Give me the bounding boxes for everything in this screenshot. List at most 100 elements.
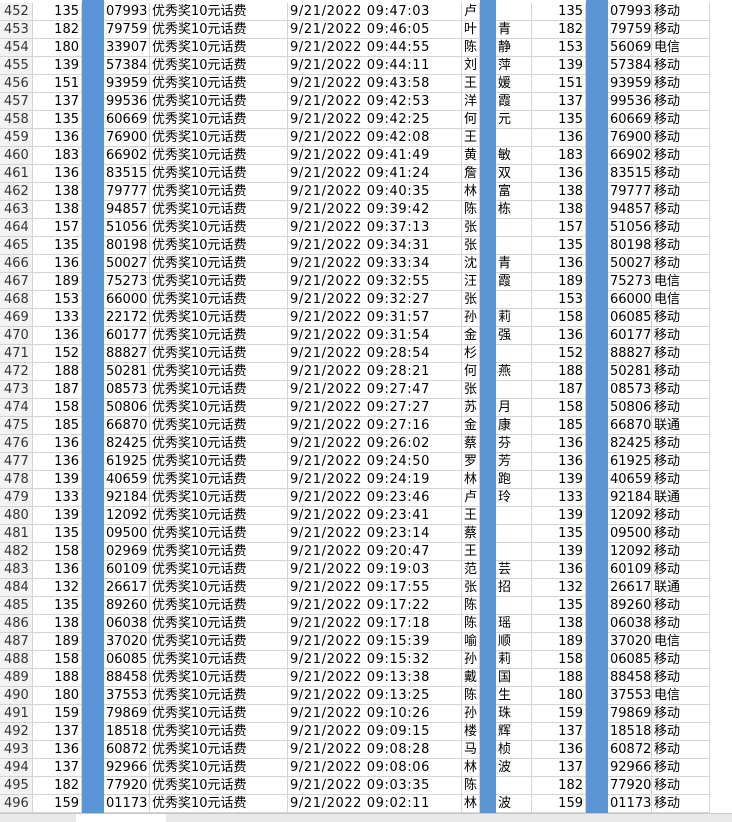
cell[interactable]: 王 — [462, 75, 480, 93]
cell[interactable]: 92184 — [608, 489, 652, 507]
cell[interactable]: 优秀奖10元话费 — [150, 147, 288, 165]
cell[interactable]: 蔡 — [462, 525, 480, 543]
cell[interactable]: 83515 — [104, 165, 150, 183]
cell[interactable]: 138 — [33, 201, 82, 219]
cell[interactable]: 月 — [496, 399, 532, 417]
cell[interactable]: 135 — [33, 525, 82, 543]
cell[interactable]: 66870 — [104, 417, 150, 435]
cell[interactable]: 137 — [532, 723, 586, 741]
cell[interactable]: 移动 — [652, 93, 710, 111]
cell[interactable]: 移动 — [652, 471, 710, 489]
cell[interactable]: 9/21/2022 09:40:35 — [288, 183, 462, 201]
cell[interactable]: 优秀奖10元话费 — [150, 597, 288, 615]
cell[interactable]: 158 — [532, 399, 586, 417]
cell[interactable]: 182 — [33, 21, 82, 39]
cell[interactable]: 07993 — [608, 3, 652, 21]
cell[interactable]: 优秀奖10元话费 — [150, 255, 288, 273]
cell[interactable]: 9/21/2022 09:47:03 — [288, 3, 462, 21]
row-header[interactable]: 460 — [0, 147, 33, 165]
cell[interactable]: 移动 — [652, 381, 710, 399]
cell[interactable]: 范 — [462, 561, 480, 579]
cell[interactable]: 刘 — [462, 57, 480, 75]
row-header[interactable]: 488 — [0, 651, 33, 669]
cell[interactable]: 詹 — [462, 165, 480, 183]
cell[interactable]: 张 — [462, 237, 480, 255]
row-header[interactable]: 466 — [0, 255, 33, 273]
cell[interactable]: 180 — [33, 687, 82, 705]
cell[interactable]: 136 — [532, 435, 586, 453]
cell[interactable]: 优秀奖10元话费 — [150, 363, 288, 381]
cell[interactable]: 优秀奖10元话费 — [150, 795, 288, 813]
cell[interactable]: 189 — [532, 633, 586, 651]
cell[interactable]: 电信 — [652, 687, 710, 705]
cell[interactable]: 陈 — [462, 597, 480, 615]
cell[interactable]: 12092 — [608, 543, 652, 561]
cell[interactable]: 萍 — [496, 57, 532, 75]
row-header[interactable]: 452 — [0, 3, 33, 21]
cell[interactable]: 26617 — [608, 579, 652, 597]
cell[interactable]: 移动 — [652, 165, 710, 183]
cell[interactable]: 移动 — [652, 255, 710, 273]
row-header[interactable]: 462 — [0, 183, 33, 201]
cell[interactable]: 9/21/2022 09:41:49 — [288, 147, 462, 165]
cell[interactable]: 60109 — [104, 561, 150, 579]
row-header[interactable]: 465 — [0, 237, 33, 255]
cell[interactable]: 151 — [532, 75, 586, 93]
cell[interactable]: 移动 — [652, 453, 710, 471]
row-header[interactable]: 475 — [0, 417, 33, 435]
cell[interactable]: 180 — [33, 39, 82, 57]
cell[interactable]: 优秀奖10元话费 — [150, 237, 288, 255]
cell[interactable]: 9/21/2022 09:39:42 — [288, 201, 462, 219]
cell[interactable]: 187 — [33, 381, 82, 399]
cell[interactable]: 孙 — [462, 651, 480, 669]
cell[interactable]: 183 — [532, 147, 586, 165]
cell[interactable]: 02969 — [104, 543, 150, 561]
row-header[interactable]: 496 — [0, 795, 33, 813]
cell[interactable]: 9/21/2022 09:08:06 — [288, 759, 462, 777]
cell[interactable]: 51056 — [608, 219, 652, 237]
cell[interactable]: 60669 — [104, 111, 150, 129]
cell[interactable]: 优秀奖10元话费 — [150, 111, 288, 129]
cell[interactable]: 优秀奖10元话费 — [150, 273, 288, 291]
cell[interactable]: 89260 — [104, 597, 150, 615]
cell[interactable]: 优秀奖10元话费 — [150, 543, 288, 561]
cell[interactable]: 01173 — [104, 795, 150, 813]
row-header[interactable]: 490 — [0, 687, 33, 705]
cell[interactable]: 移动 — [652, 507, 710, 525]
cell[interactable]: 132 — [532, 579, 586, 597]
cell[interactable]: 金 — [462, 417, 480, 435]
cell[interactable]: 137 — [532, 759, 586, 777]
cell[interactable]: 杉 — [462, 345, 480, 363]
cell[interactable]: 林 — [462, 759, 480, 777]
cell[interactable]: 56069 — [608, 39, 652, 57]
cell[interactable]: 06085 — [608, 309, 652, 327]
cell[interactable]: 9/21/2022 09:42:53 — [288, 93, 462, 111]
cell[interactable]: 60177 — [608, 327, 652, 345]
cell[interactable]: 优秀奖10元话费 — [150, 327, 288, 345]
cell[interactable]: 50281 — [104, 363, 150, 381]
cell[interactable]: 136 — [33, 165, 82, 183]
cell[interactable]: 9/21/2022 09:09:15 — [288, 723, 462, 741]
row-header[interactable]: 458 — [0, 111, 33, 129]
cell[interactable]: 139 — [532, 471, 586, 489]
cell[interactable]: 移动 — [652, 435, 710, 453]
cell[interactable]: 优秀奖10元话费 — [150, 39, 288, 57]
cell[interactable]: 移动 — [652, 147, 710, 165]
cell[interactable]: 01173 — [608, 795, 652, 813]
cell[interactable]: 188 — [33, 363, 82, 381]
cell[interactable]: 136 — [33, 435, 82, 453]
cell[interactable]: 75273 — [104, 273, 150, 291]
cell[interactable]: 9/21/2022 09:23:14 — [288, 525, 462, 543]
cell[interactable]: 139 — [532, 57, 586, 75]
cell[interactable]: 优秀奖10元话费 — [150, 57, 288, 75]
cell[interactable]: 137 — [33, 93, 82, 111]
cell[interactable]: 09500 — [104, 525, 150, 543]
cell[interactable]: 移动 — [652, 597, 710, 615]
cell[interactable]: 陈 — [462, 39, 480, 57]
cell[interactable]: 9/21/2022 09:42:25 — [288, 111, 462, 129]
cell[interactable]: 移动 — [652, 129, 710, 147]
cell[interactable]: 移动 — [652, 309, 710, 327]
cell[interactable]: 9/21/2022 09:27:27 — [288, 399, 462, 417]
cell[interactable]: 139 — [532, 507, 586, 525]
cell[interactable]: 139 — [33, 471, 82, 489]
